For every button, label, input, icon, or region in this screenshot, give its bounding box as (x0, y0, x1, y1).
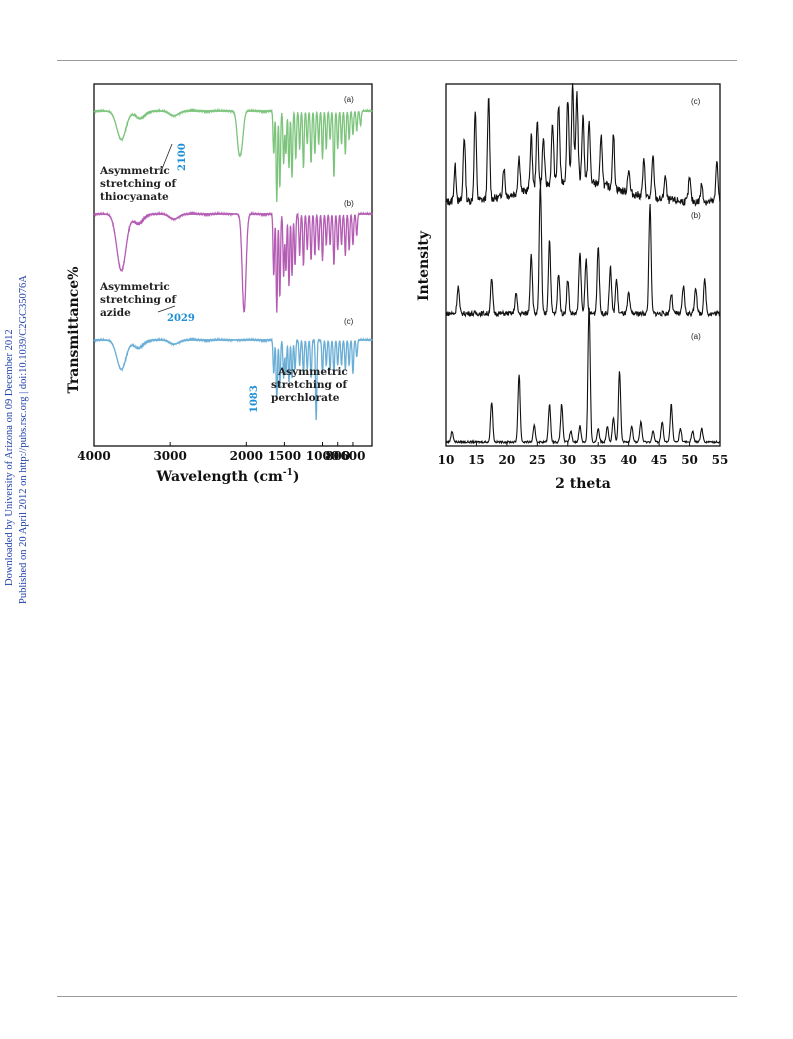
xrd-x-axis-title: 2 theta (555, 476, 611, 492)
xrd-series-line-b (445, 186, 721, 318)
ann-a-line2: stretching of (100, 178, 177, 190)
publication-notice: Published on 20 April 2012 on http://pub… (18, 275, 29, 604)
ir-x-tick-label: 2000 (230, 449, 263, 463)
ir-x-tick-label: 4000 (77, 449, 110, 463)
annotation-thiocyanate: Asymmetric stretching of thiocyanate 210… (99, 143, 188, 203)
ir-series-line-b (93, 210, 373, 313)
ir-x-tick-label: 1000 (306, 449, 339, 463)
ir-x-tick-label: 600 (340, 449, 365, 463)
ir-x-tick-label: 3000 (153, 449, 186, 463)
xrd-tag-b: (b) (691, 211, 701, 220)
xrd-x-tick-label: 45 (651, 453, 668, 467)
ir-x-axis-title-main: Wavelength (cm (156, 469, 283, 485)
ir-series-line-a (93, 107, 373, 203)
xrd-pattern-chart: 10 15 20 25 30 35 40 45 50 55 (c) (b) (a) Intensi… (416, 83, 729, 492)
annotation-azide: Asymmetric stretching of azide 2029 (99, 281, 195, 324)
ir-tag-a: (a) (344, 95, 354, 104)
ir-tag-c: (c) (344, 317, 354, 326)
xrd-x-tick-label: 20 (499, 453, 516, 467)
ann-c-line2: stretching of (271, 379, 348, 391)
xrd-x-tick-label: 10 (438, 453, 455, 467)
xrd-x-tick-label: 25 (529, 453, 546, 467)
ir-x-tick-label: 800 (325, 449, 350, 463)
download-notice: Downloaded by University of Arizona on 0… (4, 329, 15, 586)
ann-b-line2: stretching of (100, 294, 177, 306)
ann-c-line1: Asymmetric (277, 366, 348, 378)
ir-x-axis-title-close: ) (293, 469, 300, 485)
ann-c-line3: perchlorate (271, 392, 340, 404)
xrd-series-line-c (445, 83, 721, 207)
xrd-x-tick-label: 30 (559, 453, 576, 467)
peak-label-2029: 2029 (167, 313, 195, 324)
peak-label-2100: 2100 (177, 143, 188, 171)
footer-rule (57, 996, 737, 997)
xrd-x-tick-label: 55 (712, 453, 729, 467)
ir-x-axis-title: Wavelength (cm-1) (156, 468, 300, 485)
ann-a-line3: thiocyanate (100, 191, 169, 203)
xrd-tag-a: (a) (691, 332, 701, 341)
xrd-plot-frame (445, 83, 721, 447)
ir-plot-frame (93, 83, 373, 447)
ir-y-axis-title: Transmittance% (66, 267, 82, 394)
ann-b-line3: azide (100, 307, 131, 319)
peak-label-1083: 1083 (249, 385, 260, 413)
ann-a-leader (159, 143, 173, 175)
ir-x-axis-title-sup: -1 (283, 468, 293, 478)
xrd-series-line-a (445, 307, 721, 445)
ann-b-leader (157, 305, 176, 313)
xrd-x-tick-label: 50 (681, 453, 698, 467)
header-rule (57, 60, 737, 61)
ann-b-line1: Asymmetric (99, 281, 170, 293)
xrd-x-tick-label: 40 (620, 453, 637, 467)
ir-series-line-c (93, 336, 373, 421)
xrd-tag-c: (c) (691, 97, 701, 106)
ir-tag-b: (b) (344, 199, 354, 208)
ann-a-line1: Asymmetric (99, 165, 170, 177)
xrd-x-tick-label: 35 (590, 453, 607, 467)
xrd-y-axis-title: Intensity (416, 230, 432, 301)
ir-x-tick-label: 1500 (268, 449, 301, 463)
annotation-perchlorate: Asymmetric stretching of perchlorate 108… (249, 366, 348, 413)
xrd-x-tick-label: 15 (468, 453, 485, 467)
